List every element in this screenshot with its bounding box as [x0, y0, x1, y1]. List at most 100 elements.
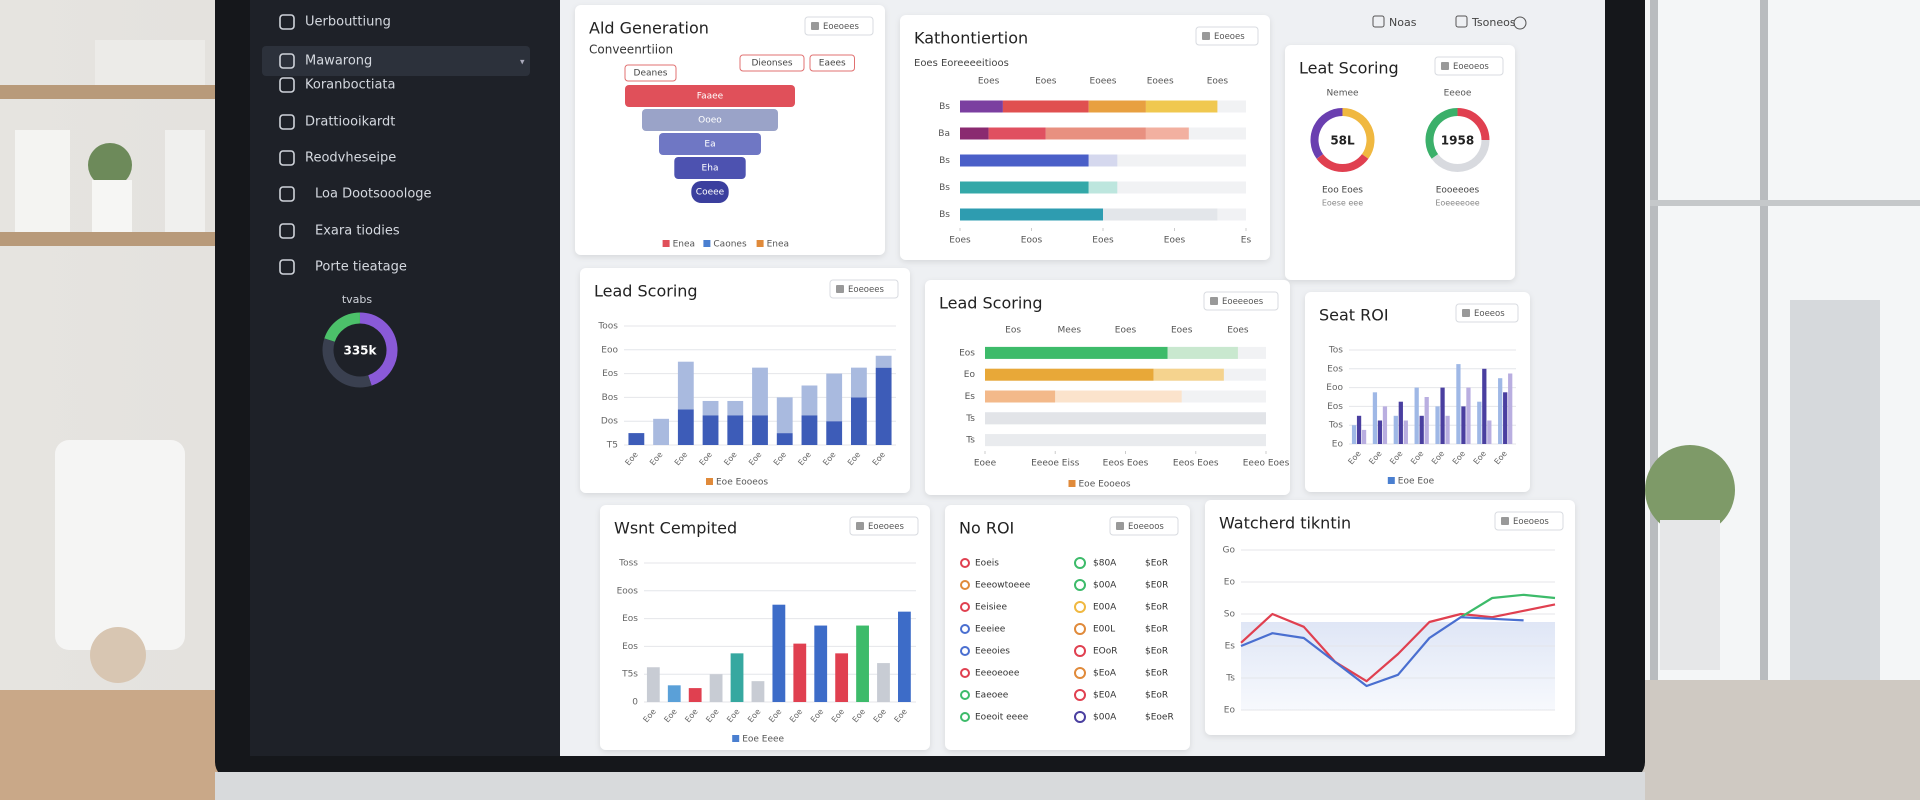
panel: Leat Scoring Eoeoeos Nemee 58L Eoo Eoes Eoese…	[1285, 45, 1515, 280]
bar	[801, 385, 818, 416]
bar	[1372, 392, 1378, 444]
bar-segment	[1088, 154, 1118, 167]
donut-segment	[1431, 139, 1490, 172]
funnel-stage	[659, 133, 761, 155]
legend-swatch	[1387, 477, 1395, 484]
x-tick-label: Eoee	[974, 459, 997, 469]
nav-item[interactable]: Loa Dootsooologe	[315, 187, 432, 202]
header-action[interactable]: Noas	[1389, 16, 1417, 29]
status-icon	[1074, 667, 1086, 679]
panel-button[interactable]	[1109, 516, 1179, 536]
nav-item[interactable]: Koranboctiata	[305, 78, 395, 93]
button-label[interactable]: Eoeeoos	[1128, 522, 1164, 532]
row-name: Eaeoee	[975, 691, 1009, 701]
y-tick-label: Tos	[1328, 346, 1343, 356]
row-label: Ba	[938, 129, 950, 139]
row-name: Eeeowtoeee	[975, 581, 1031, 591]
button-label[interactable]: Eoeoeos	[1513, 517, 1549, 527]
button-label[interactable]: Eoeoees	[848, 285, 884, 295]
y-tick-label: 0	[632, 698, 638, 708]
row-value: $EoR	[1145, 669, 1168, 679]
tag-label: Deanes	[634, 69, 668, 79]
row-name: Eoeoit eeee	[975, 713, 1029, 723]
row-label: Bs	[939, 156, 950, 166]
bar	[875, 367, 892, 445]
row-value: $E0R	[1145, 581, 1168, 591]
row-value: $80A	[1093, 559, 1117, 569]
status-icon	[1074, 689, 1086, 701]
panel-button[interactable]	[1203, 291, 1279, 311]
bar-segment	[985, 434, 1266, 447]
bar	[1440, 387, 1445, 444]
status-dot	[960, 668, 970, 678]
panel-button[interactable]	[1195, 26, 1259, 46]
nav-item[interactable]: Reodvheseipe	[305, 151, 396, 166]
button-label[interactable]: Eoeoeos	[1453, 62, 1489, 72]
panel-button[interactable]	[804, 16, 874, 36]
bar	[793, 643, 807, 702]
panel-title: Ald Generation	[589, 19, 709, 38]
button-label[interactable]: Eoeeos	[1474, 309, 1505, 319]
x-tick-label: Eoes	[1164, 236, 1186, 246]
button-label[interactable]: Eoeoees	[868, 522, 904, 532]
line	[1240, 603, 1556, 683]
column-header: Eoes	[1035, 77, 1057, 87]
bar	[702, 400, 719, 416]
legend-swatch	[732, 735, 740, 742]
funnel-stage	[691, 181, 729, 203]
header-action[interactable]: Tsoneos	[1471, 16, 1516, 29]
panel-button[interactable]	[849, 516, 919, 536]
bar	[730, 653, 744, 702]
panel-card	[1285, 45, 1515, 280]
status-icon	[1074, 557, 1086, 569]
row-name: Eeisiee	[975, 603, 1007, 613]
nav-item[interactable]: Mawarong	[305, 54, 372, 69]
nav-item[interactable]: Exara tiodies	[315, 224, 400, 239]
stage-label: Ooeo	[698, 116, 722, 126]
button-label[interactable]: Eoeoes	[1214, 32, 1245, 42]
column-header: Eoes	[1171, 326, 1193, 336]
desk	[1600, 680, 1920, 800]
pot	[1660, 520, 1720, 670]
panel: Ald Generation Eoeoees Conveenrtiion Deanes…	[575, 5, 885, 255]
panel-button[interactable]	[1494, 511, 1564, 531]
button-icon	[856, 522, 864, 530]
panel-title: Lead Scoring	[939, 294, 1043, 313]
panel-button[interactable]	[1434, 56, 1504, 76]
bar-segment	[1167, 346, 1238, 359]
bar-segment	[985, 390, 1056, 403]
legend-swatch	[662, 240, 670, 247]
button-icon	[1462, 309, 1470, 317]
donut-segment	[1316, 153, 1369, 172]
shelf	[0, 85, 260, 99]
panel-button[interactable]	[1455, 303, 1519, 323]
button-label[interactable]: Eoeoees	[823, 22, 859, 32]
tag-label: Dieonses	[751, 59, 792, 69]
button-label[interactable]: Eoeeeoes	[1222, 297, 1264, 307]
nav-item[interactable]: Drattiooikardt	[305, 115, 395, 130]
row-label: Bs	[939, 183, 950, 193]
bar-segment	[960, 154, 1089, 167]
y-tick-label: So	[1224, 610, 1236, 620]
bar	[850, 397, 867, 445]
funnel-stage	[642, 109, 778, 131]
legend-label: Enea	[673, 240, 695, 250]
nav-item[interactable]: Uerbouttiung	[305, 15, 391, 30]
donut-center: 58L	[1330, 134, 1355, 148]
row-value: $00A	[1093, 581, 1117, 591]
y-tick-label: Go	[1223, 546, 1236, 556]
bar	[1414, 387, 1419, 444]
window-frame	[1650, 0, 1658, 680]
panel-button[interactable]	[829, 279, 899, 299]
speaker-dot	[90, 627, 146, 683]
window-frame	[1760, 0, 1768, 680]
panel-title: Seat ROI	[1319, 306, 1389, 325]
bar	[1466, 387, 1471, 444]
legend-label: Eoe Eooeos	[716, 478, 768, 488]
bar	[646, 667, 660, 702]
legend-label: Enea	[767, 240, 789, 250]
row-label: Bs	[939, 210, 950, 220]
bar-segment	[985, 368, 1154, 381]
bar	[727, 415, 744, 445]
nav-item[interactable]: Porte tieatage	[315, 260, 407, 275]
